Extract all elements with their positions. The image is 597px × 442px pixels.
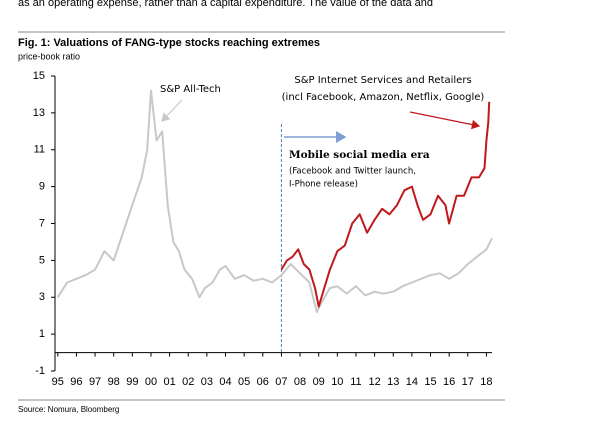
annotation: (Facebook and Twitter launch, <box>289 167 416 177</box>
x-tick-label: 04 <box>219 376 231 388</box>
x-tick-label: 12 <box>368 376 380 388</box>
x-tick-label: 96 <box>70 376 82 388</box>
x-tick-label: 15 <box>424 376 436 388</box>
y-tick-label: 9 <box>39 181 45 193</box>
y-tick-label: 3 <box>39 291 45 303</box>
x-tick-label: 00 <box>145 376 157 388</box>
y-tick-label: 7 <box>39 217 45 229</box>
x-tick-label: 18 <box>480 376 492 388</box>
annotation: S&P Internet Services and Retailers <box>294 75 471 86</box>
x-tick-label: 13 <box>387 376 399 388</box>
x-tick-label: 98 <box>108 376 120 388</box>
x-tick-label: 03 <box>201 376 213 388</box>
x-tick-label: 02 <box>182 376 194 388</box>
y-tick-label: 5 <box>39 254 45 266</box>
x-tick-label: 10 <box>331 376 343 388</box>
y-tick-label: 1 <box>39 328 45 340</box>
annotation: S&P All-Tech <box>160 84 221 95</box>
x-tick-label: 08 <box>294 376 306 388</box>
x-tick-label: 14 <box>406 376 418 388</box>
x-tick-label: 05 <box>238 376 250 388</box>
y-tick-label: 15 <box>33 70 45 82</box>
series-line <box>56 89 493 313</box>
chart-subtitle: price-book ratio <box>18 51 80 61</box>
y-tick-label: 13 <box>33 107 45 119</box>
annotation: (incl Facebook, Amazon, Netflix, Google) <box>282 92 485 103</box>
annotation: I-Phone release) <box>289 180 358 190</box>
y-tick-label: 11 <box>34 144 45 156</box>
chart-title: Fig. 1: Valuations of FANG-type stocks r… <box>18 37 320 49</box>
x-tick-label: 95 <box>52 376 64 388</box>
arrow <box>409 111 481 130</box>
x-tick-label: 97 <box>89 376 101 388</box>
x-tick-label: 06 <box>257 376 269 388</box>
annotation: Mobile social media era <box>289 149 430 161</box>
top-text: as an operating expense, rather than a c… <box>18 0 433 9</box>
series-line <box>280 101 491 308</box>
y-tick-label: -1 <box>35 365 45 377</box>
x-tick-label: 17 <box>462 376 474 388</box>
x-tick-label: 01 <box>163 376 175 388</box>
source: Source: Nomura, Bloomberg <box>18 405 119 414</box>
x-tick-label: 09 <box>313 376 325 388</box>
x-tick-label: 11 <box>350 376 361 388</box>
x-tick-label: 07 <box>275 376 287 388</box>
x-tick-label: 16 <box>443 376 455 388</box>
arrow <box>161 99 183 122</box>
x-tick-label: 99 <box>126 376 138 388</box>
